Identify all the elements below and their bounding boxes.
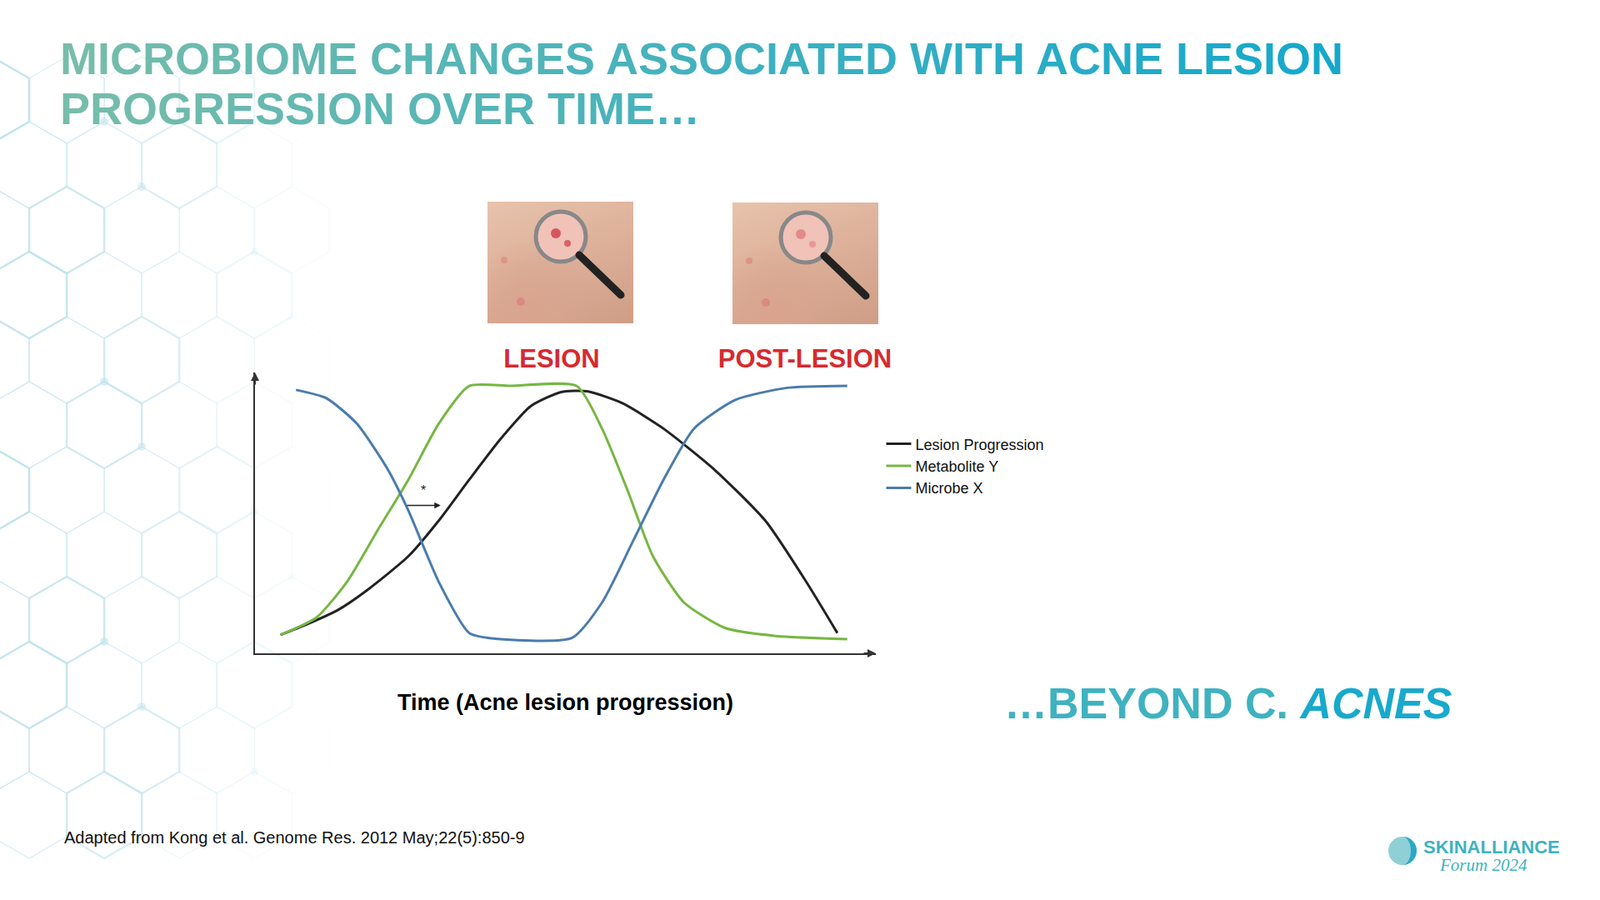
html-text:LESION: LESION [503,344,600,374]
svg-text:Microbe X: Microbe X [915,480,983,497]
svg-text:Time (Acne lesion progression): Time (Acne lesion progression) [397,690,734,715]
html-text:MICROBIOME CHANGES ASSOCIATED: MICROBIOME CHANGES ASSOCIATED WITH ACNE … [60,33,1344,84]
svg-text:*: * [420,483,426,498]
html-text:POST-LESION: POST-LESION [718,344,892,374]
html-text:PROGRESSION OVER TIME…: PROGRESSION OVER TIME… [60,83,701,134]
html-text:Forum 2024: Forum 2024 [1440,855,1527,875]
svg-text:Lesion Progression: Lesion Progression [915,436,1044,454]
html-text:…BEYOND C. ACNES: …BEYOND C. ACNES [1004,679,1452,728]
html-text:Adapted from Kong et al. Genom: Adapted from Kong et al. Genome Res. 201… [64,828,525,847]
svg-text:Metabolite Y: Metabolite Y [915,458,999,475]
html-text:SKINALLIANCE: SKINALLIANCE [1423,836,1560,858]
